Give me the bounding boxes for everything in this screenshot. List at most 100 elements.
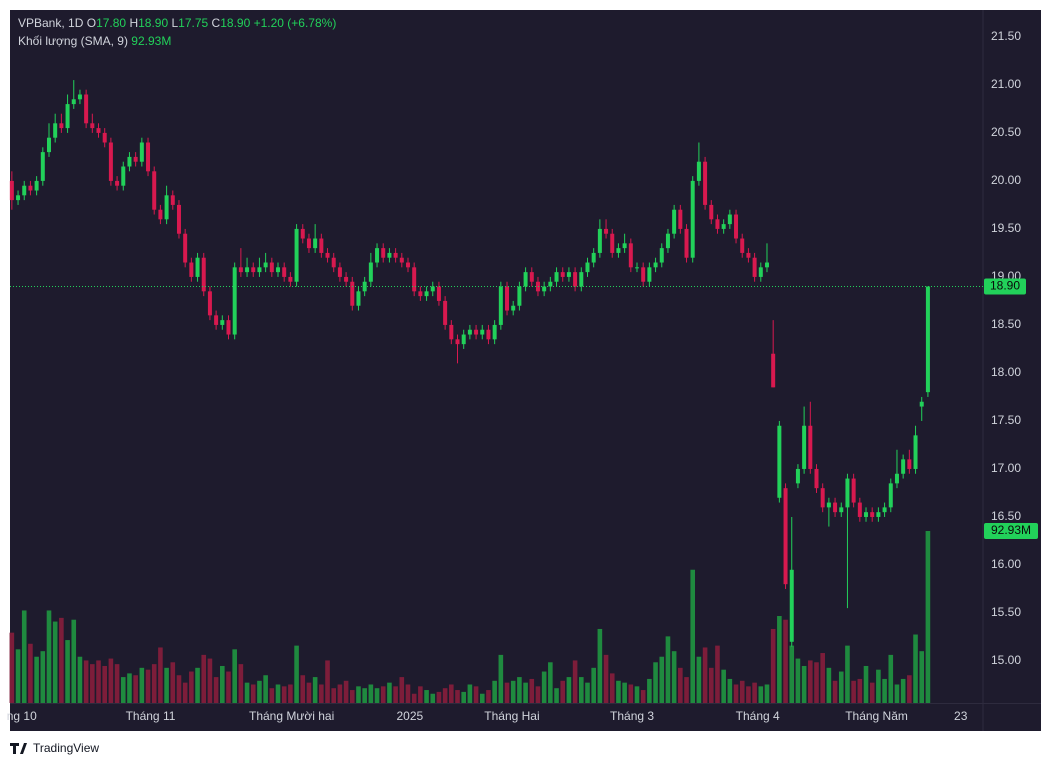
volume-bar — [832, 680, 838, 703]
volume-bar — [708, 667, 714, 703]
volume-bar — [498, 654, 504, 703]
candle-body — [40, 152, 45, 181]
volume-bar — [319, 684, 324, 703]
volume-bar — [585, 682, 590, 703]
candle-body — [839, 507, 844, 513]
x-tick-label: Tháng 4 — [736, 709, 780, 723]
candle-body — [529, 272, 534, 282]
candle-body — [826, 502, 831, 508]
x-tick-label: 23 — [954, 709, 968, 723]
volume-bar — [90, 664, 95, 703]
volume-bar — [71, 619, 77, 703]
candle-body — [665, 233, 670, 249]
y-tick-label: 21.50 — [991, 29, 1021, 43]
candle-body — [870, 512, 875, 517]
candle-body — [424, 291, 429, 297]
volume-bar — [628, 684, 634, 703]
x-tick-label: Tháng Hai — [484, 709, 539, 723]
candle-body — [90, 123, 95, 129]
volume-bar — [133, 675, 138, 703]
candle-body — [158, 209, 163, 220]
candle-body — [294, 228, 299, 282]
volume-bar — [176, 675, 182, 703]
volume-bar — [696, 656, 702, 703]
volume-bar — [572, 660, 578, 703]
candle-body — [381, 248, 386, 258]
volume-bar — [226, 671, 231, 703]
volume-bar — [436, 691, 442, 703]
volume-bar — [838, 671, 844, 703]
candle-body — [678, 209, 683, 229]
candle-body — [628, 243, 633, 268]
candle-body — [9, 180, 14, 201]
candle-body — [108, 142, 113, 181]
volume-bar — [473, 686, 479, 703]
candle-body — [734, 214, 739, 239]
volume-bar — [21, 610, 27, 703]
volume-bar — [362, 688, 367, 703]
candle-body — [443, 300, 448, 325]
y-tick-label: 15.00 — [991, 653, 1021, 667]
y-tick-label: 16.00 — [991, 557, 1021, 571]
candle-body — [888, 483, 893, 508]
volume-bar — [770, 628, 776, 703]
h-label: H — [129, 16, 138, 30]
x-tick-label: Tháng Năm — [845, 709, 908, 723]
candle-body — [808, 425, 813, 469]
candle-body — [901, 459, 906, 474]
volume-bar — [46, 610, 52, 703]
high-value: 18.90 — [138, 16, 168, 30]
candle-body — [740, 238, 745, 253]
candle-body — [548, 281, 553, 287]
volume-bar — [609, 673, 615, 703]
volume-bar — [684, 677, 689, 703]
volume-name: Khối lượng (SMA, 9) — [18, 34, 128, 48]
volume-bar — [479, 693, 485, 703]
c-label: C — [212, 16, 221, 30]
volume-bar — [34, 656, 39, 703]
candle-body — [313, 238, 318, 249]
candle-body — [696, 161, 701, 181]
candle-body — [659, 248, 664, 263]
candle-body — [635, 267, 640, 269]
candle-body — [814, 468, 819, 489]
candle-body — [319, 238, 324, 253]
volume-bar — [127, 673, 132, 703]
volume-bar — [758, 686, 764, 703]
candle-body — [616, 248, 621, 253]
volume-bar — [281, 686, 287, 703]
candle-body — [802, 425, 807, 469]
candle-body — [684, 228, 689, 258]
candle-body — [53, 123, 58, 138]
volume-bar — [77, 656, 83, 703]
volume-bar — [777, 616, 782, 703]
candle-body — [486, 329, 491, 340]
candle-body — [46, 137, 51, 153]
candle-body — [393, 252, 398, 258]
candle-body — [245, 267, 250, 273]
volume-bar — [312, 677, 318, 703]
volume-bar — [424, 690, 429, 703]
volume-bar — [195, 667, 200, 703]
candle-body — [300, 228, 305, 239]
volume-bar — [145, 669, 151, 703]
volume-bar — [894, 684, 900, 703]
candle-body — [647, 267, 652, 282]
volume-bar — [151, 664, 157, 703]
y-tick-label: 20.50 — [991, 125, 1021, 139]
low-value: 17.75 — [178, 16, 208, 30]
y-tick-label: 17.50 — [991, 413, 1021, 427]
candle-body — [876, 512, 881, 517]
plot — [9, 80, 983, 703]
volume-bar — [349, 690, 355, 703]
volume-bar — [374, 688, 380, 703]
candle-body — [436, 286, 441, 301]
volume-bar — [387, 682, 392, 703]
volume-bar — [690, 569, 696, 703]
volume-bar — [108, 658, 114, 703]
candle-body — [523, 272, 528, 287]
x-tick-label: Tháng Mười hai — [249, 709, 334, 723]
volume-bar — [882, 678, 887, 703]
last-volume-tag — [984, 523, 1038, 539]
volume-bar — [182, 682, 188, 703]
